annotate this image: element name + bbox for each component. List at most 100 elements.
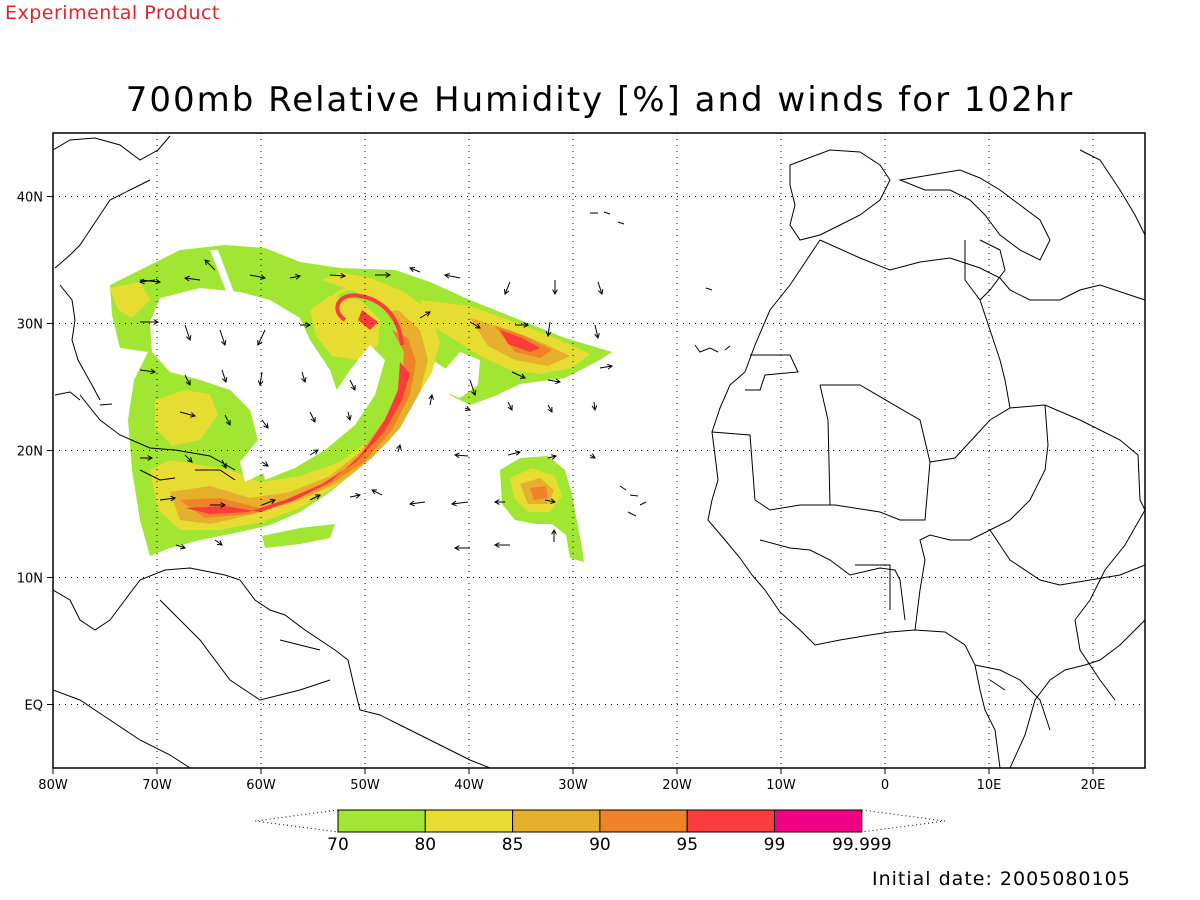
wind-arrow [261, 419, 269, 429]
wind-arrow [259, 371, 263, 386]
wind-arrow-head [340, 272, 347, 279]
wind-arrow [444, 274, 461, 279]
wind-arrow-head [607, 363, 614, 370]
colorbar-label: 99 [764, 835, 786, 855]
wind-arrow-head [355, 493, 362, 499]
wind-arrow [504, 281, 511, 295]
wind-arrow-head [551, 528, 557, 535]
wind-arrow-head [263, 422, 269, 429]
x-tick-label: 0 [881, 778, 889, 793]
wind-arrow [221, 459, 227, 469]
wind-arrow-head [409, 266, 416, 273]
wind-arrow [409, 267, 421, 273]
wind-arrow-head [295, 274, 302, 280]
wind-arrow-head [523, 322, 530, 328]
wind-arrow-head [269, 498, 276, 505]
y-tick-label: 20N [17, 445, 43, 460]
wind-arrow-head [371, 489, 378, 495]
wind-arrow-head [204, 259, 210, 265]
wind-arrow-head [187, 457, 193, 463]
wind-arrow [221, 369, 227, 383]
wind-arrow-head [257, 339, 263, 346]
wind-arrow-head [519, 373, 526, 379]
humidity-field [110, 245, 612, 562]
wind-arrow [204, 259, 216, 271]
coastlines [53, 135, 1145, 768]
wind-vectors [138, 259, 614, 551]
wind-arrow-head [545, 331, 552, 338]
wind-arrow-head [493, 542, 500, 548]
map-title: 700mb Relative Humidity [%] and winds fo… [125, 80, 1075, 120]
wind-arrow-head [470, 389, 477, 396]
wind-arrow [159, 497, 176, 501]
wind-arrow [184, 374, 191, 386]
wind-arrow [544, 499, 556, 503]
map-grid [53, 133, 1145, 768]
wind-arrow-head [190, 412, 197, 418]
wind-arrow [409, 501, 426, 505]
wind-arrow [139, 279, 156, 283]
x-tick-label: 70W [142, 778, 172, 793]
wind-arrow [184, 324, 191, 341]
wind-arrow [397, 444, 401, 453]
colorbar: 70 80 85 90 95 99 99.999 [254, 809, 946, 855]
wind-arrow-head [185, 334, 192, 341]
wind-arrow-head [555, 378, 562, 385]
wind-arrow [289, 275, 301, 279]
x-tick-label: 80W [38, 778, 68, 793]
latitude-labels: EQ 10N 20N 30N 40N [17, 191, 53, 714]
wind-arrow-head [453, 452, 460, 459]
wind-arrow [597, 281, 603, 295]
wind-arrow [184, 277, 201, 281]
wind-arrow-head [428, 393, 434, 400]
x-tick-label: 10W [766, 778, 796, 793]
wind-arrow [301, 371, 306, 383]
wind-arrow-head [591, 405, 598, 412]
wind-arrow [179, 411, 196, 417]
wind-arrow [547, 321, 551, 337]
wind-arrow [347, 411, 351, 421]
wind-arrow [469, 379, 476, 396]
wind-arrow [349, 379, 356, 391]
wind-arrow-head [262, 461, 269, 467]
wind-arrow [547, 455, 557, 459]
wind-arrow-head [515, 450, 522, 456]
wind-arrow-head [257, 380, 264, 387]
colorbar-label: 90 [589, 835, 611, 855]
wind-arrow-head [225, 419, 231, 426]
wind-arrow-head [170, 495, 177, 502]
y-tick-label: 40N [17, 191, 43, 206]
wind-arrow [309, 449, 319, 456]
wind-arrow-head [443, 273, 450, 279]
wind-arrow-head [260, 274, 267, 280]
wind-arrow-head [350, 384, 356, 391]
wind-arrow-head [551, 454, 558, 460]
x-tick-label: 10E [977, 778, 1002, 793]
x-tick-label: 40W [454, 778, 484, 793]
colorbar-swatch [512, 809, 601, 833]
colorbar-swatch [774, 809, 863, 833]
wind-arrow-head [138, 278, 145, 285]
wind-arrow-head [216, 540, 223, 546]
wind-arrow-head [305, 322, 312, 328]
wind-arrow [511, 371, 526, 379]
wind-arrow-head [155, 278, 162, 285]
wind-arrow [507, 451, 521, 456]
colorbar-label: 85 [502, 835, 524, 855]
wind-arrow-head [597, 288, 604, 295]
colorbar-swatch [424, 809, 514, 833]
wind-arrow [309, 494, 321, 501]
wind-arrow [547, 404, 553, 413]
x-tick-label: 50W [350, 778, 380, 793]
wind-arrow-head [385, 272, 392, 278]
colorbar-swatch [686, 809, 776, 833]
colorbar-label: 80 [414, 835, 436, 855]
wind-arrow [261, 499, 276, 506]
wind-arrow-head [424, 311, 431, 317]
wind-arrow [175, 544, 186, 549]
wind-arrow [599, 365, 613, 369]
wind-arrow-head [346, 415, 352, 422]
wind-arrow [184, 454, 193, 463]
islands [54, 211, 731, 517]
wind-arrow [139, 369, 156, 373]
